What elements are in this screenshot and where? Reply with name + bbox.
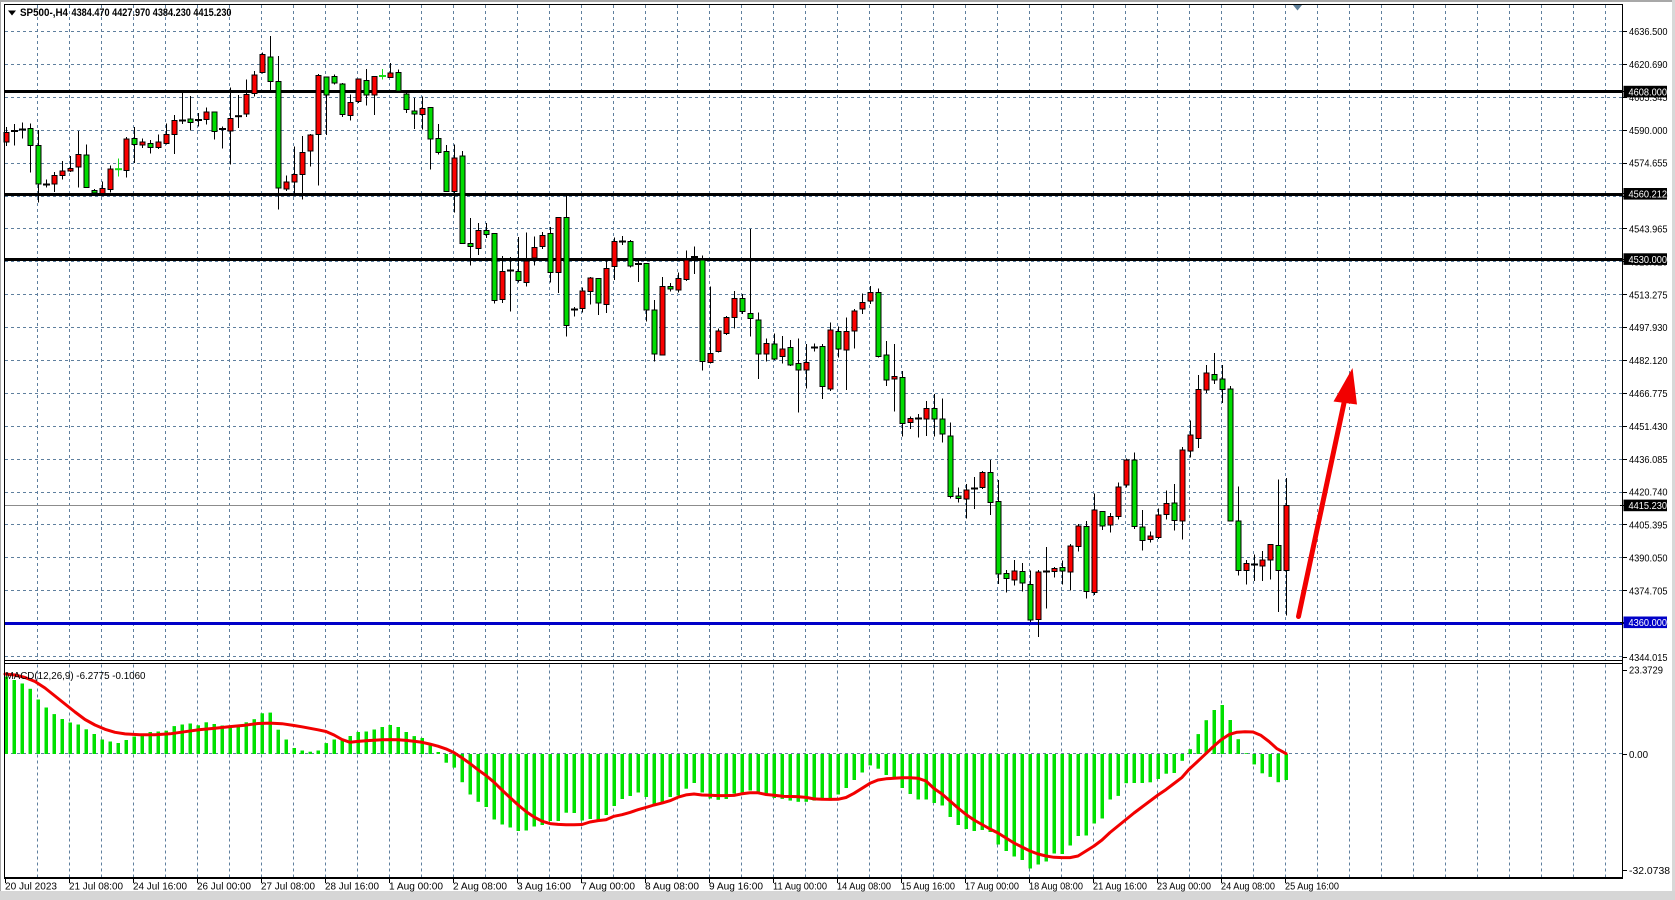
svg-text:20 Jul 2023: 20 Jul 2023 xyxy=(5,881,57,893)
svg-text:4574.655: 4574.655 xyxy=(1629,158,1668,170)
svg-text:SP500-,H4: SP500-,H4 xyxy=(20,7,69,19)
svg-text:23.3729: 23.3729 xyxy=(1629,665,1663,677)
svg-text:0.00: 0.00 xyxy=(1629,749,1648,761)
svg-text:4420.740: 4420.740 xyxy=(1629,487,1668,499)
svg-text:4405.395: 4405.395 xyxy=(1629,520,1668,532)
svg-text:MACD(12,26,9) -6.2775 -0.1060: MACD(12,26,9) -6.2775 -0.1060 xyxy=(6,670,146,682)
svg-text:3 Aug 16:00: 3 Aug 16:00 xyxy=(517,881,571,893)
svg-text:21 Jul 08:00: 21 Jul 08:00 xyxy=(69,881,123,893)
svg-text:17 Aug 00:00: 17 Aug 00:00 xyxy=(965,881,1019,893)
svg-text:26 Jul 00:00: 26 Jul 00:00 xyxy=(197,881,251,893)
svg-text:4543.965: 4543.965 xyxy=(1629,224,1668,236)
svg-text:4374.705: 4374.705 xyxy=(1629,585,1668,597)
svg-text:4608.000: 4608.000 xyxy=(1629,86,1668,98)
svg-text:18 Aug 08:00: 18 Aug 08:00 xyxy=(1029,881,1083,893)
svg-text:4482.120: 4482.120 xyxy=(1629,355,1668,367)
svg-text:14 Aug 08:00: 14 Aug 08:00 xyxy=(837,881,891,893)
svg-text:11 Aug 00:00: 11 Aug 00:00 xyxy=(773,881,827,893)
svg-text:4590.000: 4590.000 xyxy=(1629,125,1668,137)
svg-text:4513.275: 4513.275 xyxy=(1629,289,1668,301)
svg-text:4636.500: 4636.500 xyxy=(1629,26,1668,38)
svg-text:8 Aug 08:00: 8 Aug 08:00 xyxy=(645,881,699,893)
svg-text:4466.775: 4466.775 xyxy=(1629,388,1668,400)
svg-text:28 Jul 16:00: 28 Jul 16:00 xyxy=(325,881,379,893)
svg-text:-32.0738: -32.0738 xyxy=(1629,865,1670,877)
svg-text:21 Aug 16:00: 21 Aug 16:00 xyxy=(1093,881,1147,893)
svg-text:23 Aug 00:00: 23 Aug 00:00 xyxy=(1157,881,1211,893)
svg-text:27 Jul 08:00: 27 Jul 08:00 xyxy=(261,881,315,893)
svg-text:4415.230: 4415.230 xyxy=(1629,500,1668,512)
svg-text:4436.085: 4436.085 xyxy=(1629,454,1668,466)
svg-text:2 Aug 08:00: 2 Aug 08:00 xyxy=(453,881,507,893)
svg-text:24 Jul 16:00: 24 Jul 16:00 xyxy=(133,881,187,893)
svg-text:4384.470 4427.970 4384.230 441: 4384.470 4427.970 4384.230 4415.230 xyxy=(72,7,232,19)
svg-text:4360.000: 4360.000 xyxy=(1629,617,1668,629)
svg-text:25 Aug 16:00: 25 Aug 16:00 xyxy=(1285,881,1339,893)
svg-text:9 Aug 16:00: 9 Aug 16:00 xyxy=(709,881,763,893)
svg-text:1 Aug 00:00: 1 Aug 00:00 xyxy=(389,881,443,893)
svg-text:4560.212: 4560.212 xyxy=(1629,189,1668,201)
svg-text:4344.015: 4344.015 xyxy=(1629,652,1668,664)
svg-text:7 Aug 00:00: 7 Aug 00:00 xyxy=(581,881,635,893)
svg-text:4390.050: 4390.050 xyxy=(1629,553,1668,565)
svg-text:4497.930: 4497.930 xyxy=(1629,322,1668,334)
svg-text:24 Aug 08:00: 24 Aug 08:00 xyxy=(1221,881,1275,893)
svg-text:4530.000: 4530.000 xyxy=(1629,254,1668,266)
svg-text:4451.430: 4451.430 xyxy=(1629,421,1668,433)
svg-text:4620.690: 4620.690 xyxy=(1629,59,1668,71)
svg-text:15 Aug 16:00: 15 Aug 16:00 xyxy=(901,881,955,893)
